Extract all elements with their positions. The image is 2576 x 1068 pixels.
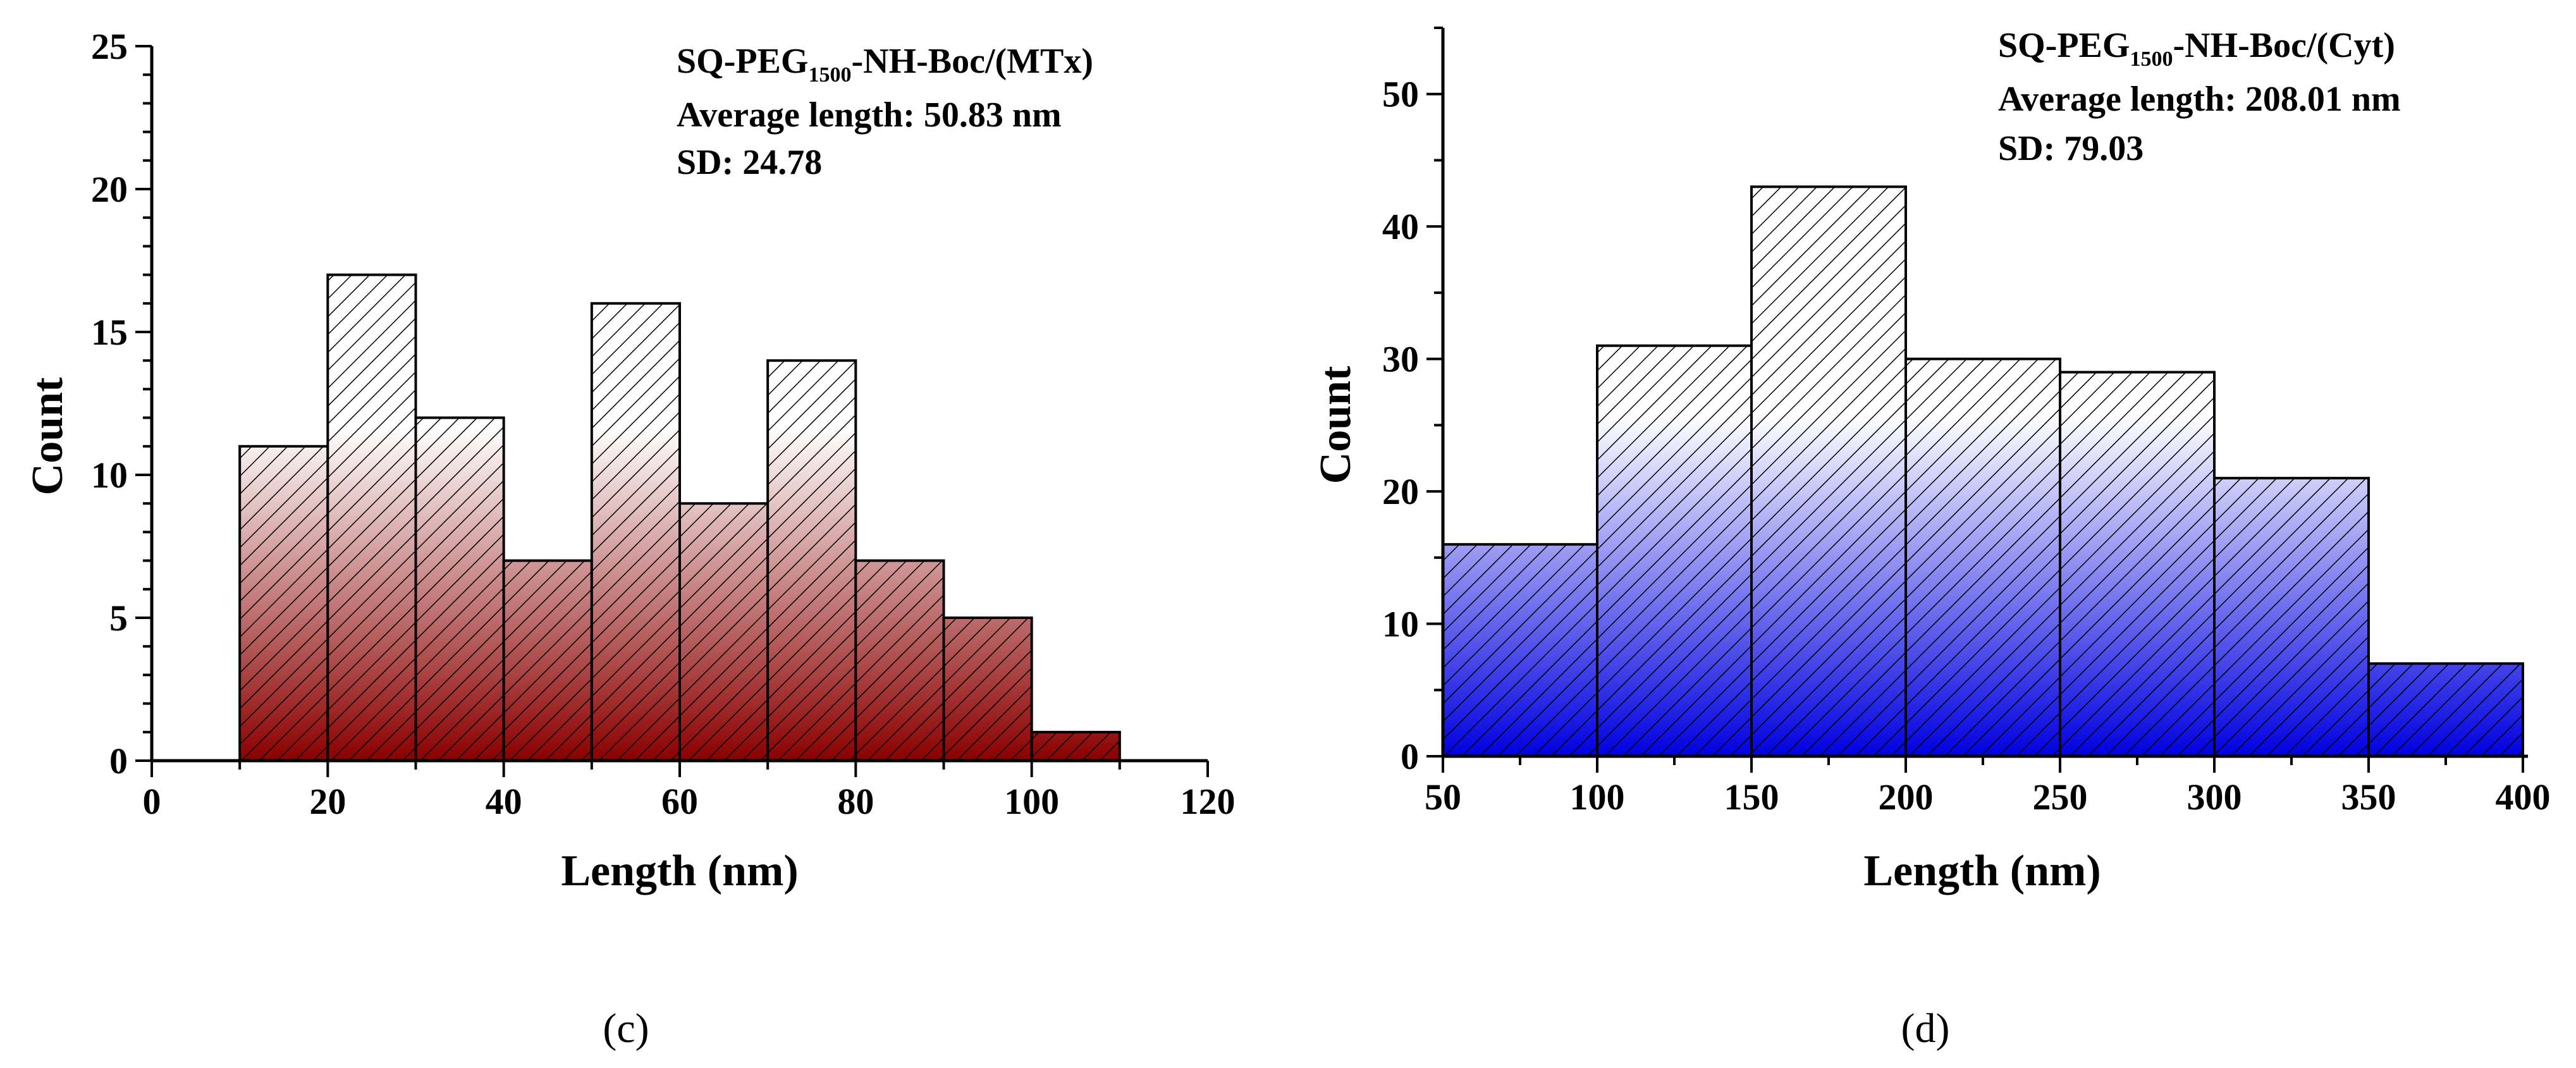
bar-hatch [1904,357,2061,758]
x-axis-title: Length (nm) [561,847,798,895]
x-tick-label: 200 [1879,776,1934,818]
ticks: 50 100 150 200 250 300 350 400 0 10 20 30 40 50 [1382,27,2551,818]
sample-name-prefix: SQ-PEG [677,42,808,81]
sample-name-suffix: -NH-Boc/(Cyt) [2173,26,2395,65]
y-tick-label: 30 [1382,339,1419,380]
bar-hatch [2213,477,2370,758]
bar-250-300 [2059,371,2216,758]
x-tick-label: 150 [1724,776,1779,818]
x-tick-label: 20 [309,781,346,822]
bar-100-110 [1030,730,1121,763]
y-axis-title: Count [1311,366,1360,484]
bar-hatch [1596,344,1753,758]
bar-80-90 [854,559,945,762]
bar-hatch [2367,662,2524,758]
bar-60-70 [678,502,770,762]
bar-hatch [238,445,329,762]
bar-20-30 [326,273,417,763]
axes [1441,28,2528,758]
y-axis-title: Count [23,377,72,496]
bar-hatch [942,617,1033,762]
bar-50-60 [590,302,681,762]
x-tick-label: 250 [2033,776,2088,818]
bar-hatch [2059,371,2216,758]
panel-label: (c) [603,1005,649,1052]
bar-70-80 [766,359,857,762]
bar-hatch [766,359,857,762]
bar-hatch [502,559,593,762]
y-tick-label: 0 [109,740,128,782]
bar-hatch [854,559,945,762]
bar-hatch [678,502,770,762]
x-tick-label: 120 [1181,781,1236,822]
annotation-average-length: Average length: 50.83 nm [677,95,1062,135]
bar-200-250 [1904,357,2061,758]
x-tick-label: 80 [837,781,874,822]
annotation-sample-name: SQ-PEG1500-NH-Boc/(Cyt) [1998,26,2395,71]
annotation-sd: SD: 79.03 [1998,129,2144,168]
bar-50-100 [1442,543,1598,758]
histogram-bars [238,273,1121,763]
x-tick-label: 50 [1425,776,1461,818]
x-tick-label: 60 [661,781,698,822]
bar-hatch [414,416,505,762]
sample-name-subscript: 1500 [2130,47,2173,71]
bar-300-350 [2213,477,2370,758]
x-tick-label: 300 [2187,776,2242,818]
x-tick-label: 100 [1570,776,1625,818]
y-tick-label: 10 [91,455,128,496]
sample-name-suffix: -NH-Boc/(MTx) [851,42,1093,81]
ticks: 0 20 40 60 80 100 120 0 5 10 15 20 25 [91,26,1236,822]
annotation-average-length: Average length: 208.01 nm [1998,80,2401,119]
y-tick-label: 5 [109,598,128,639]
histogram-panel-d: 50 100 150 200 250 300 350 400 0 10 20 30 40 50 Lengt… [1311,26,2551,1052]
annotation-sd: SD: 24.78 [677,143,822,182]
bar-350-400 [2367,662,2524,758]
histogram-bars [1442,185,2524,758]
y-tick-label: 0 [1401,736,1419,777]
bar-30-40 [414,416,505,762]
y-tick-label: 25 [91,26,128,67]
bar-hatch [326,273,417,763]
bar-40-50 [502,559,593,762]
bar-hatch [1442,543,1598,758]
bar-hatch [590,302,681,762]
bar-hatch [1750,185,1907,758]
y-tick-label: 10 [1382,604,1419,645]
y-tick-label: 15 [91,312,128,353]
y-tick-label: 20 [91,169,128,210]
bar-10-20 [238,445,329,762]
histogram-panel-c: 0 20 40 60 80 100 120 0 5 10 15 20 25 Length (nm) Co… [23,26,1236,1052]
sample-name-prefix: SQ-PEG [1998,26,2130,65]
bar-hatch [1030,730,1121,763]
sample-name-subscript: 1500 [808,63,851,87]
bar-90-100 [942,617,1033,762]
bar-150-200 [1750,185,1907,758]
x-axis-title: Length (nm) [1863,847,2101,895]
y-tick-label: 20 [1382,471,1419,512]
x-tick-label: 350 [2341,776,2396,818]
y-tick-label: 40 [1382,206,1419,247]
x-tick-label: 0 [143,781,161,822]
x-tick-label: 100 [1004,781,1059,822]
x-tick-label: 40 [486,781,522,822]
annotation-sample-name: SQ-PEG1500-NH-Boc/(MTx) [677,42,1093,87]
bar-100-150 [1596,344,1753,758]
x-tick-label: 400 [2496,776,2551,818]
panel-label: (d) [1901,1005,1950,1052]
y-tick-label: 50 [1382,74,1419,115]
